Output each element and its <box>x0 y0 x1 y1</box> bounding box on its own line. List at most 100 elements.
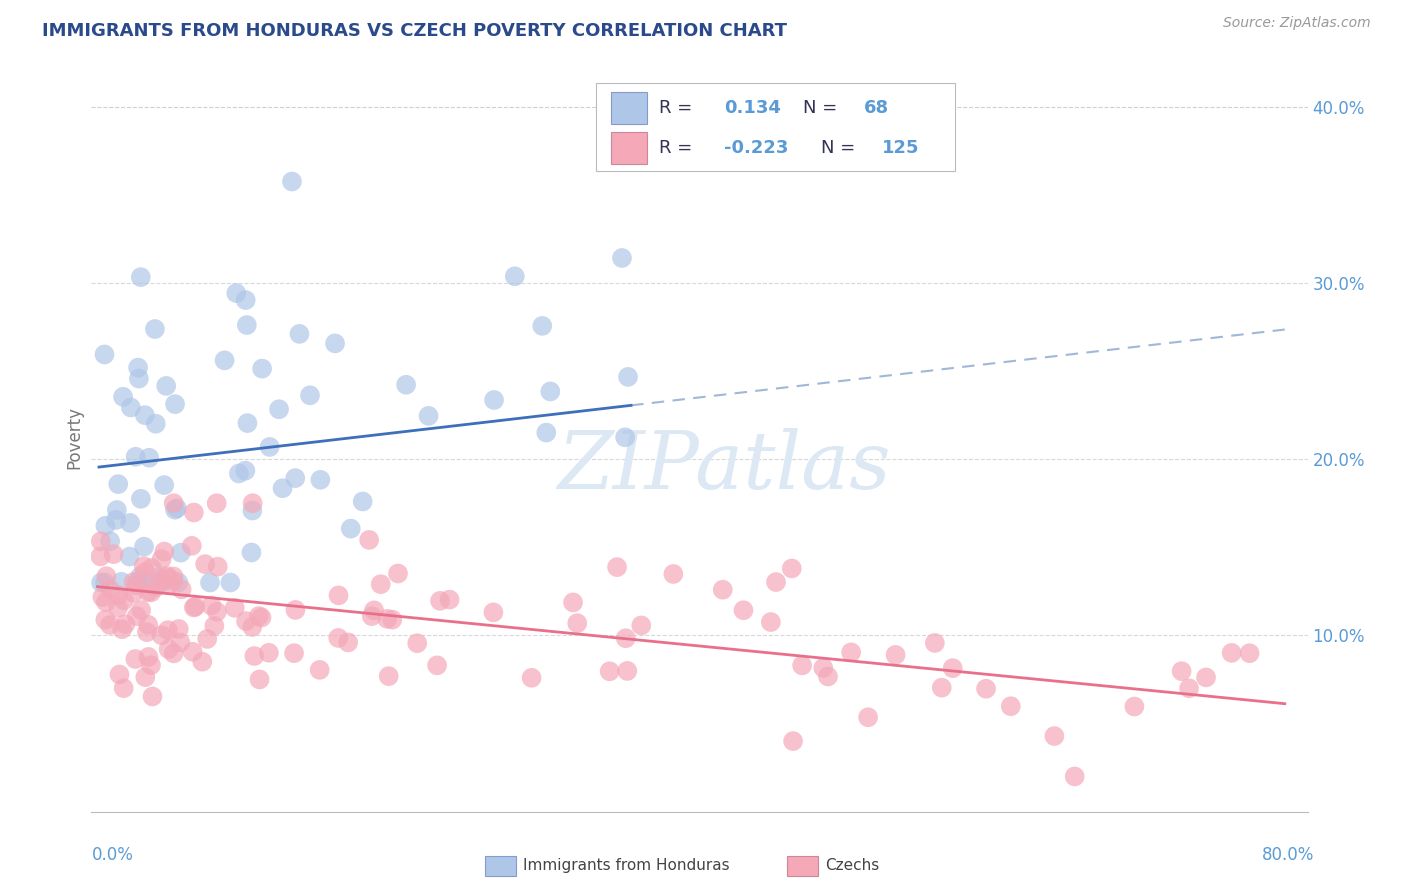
Point <box>120 516 142 530</box>
Point <box>503 269 526 284</box>
Point <box>339 522 361 536</box>
Text: 68: 68 <box>863 99 889 117</box>
Point <box>181 645 204 659</box>
Point <box>124 450 146 464</box>
Point <box>243 648 266 663</box>
Point <box>94 518 117 533</box>
Point <box>250 610 273 624</box>
Point <box>207 559 229 574</box>
Point <box>163 496 186 510</box>
Text: Immigrants from Honduras: Immigrants from Honduras <box>523 858 730 872</box>
Point <box>257 646 280 660</box>
Point <box>931 681 953 695</box>
Point <box>125 575 148 590</box>
Point <box>782 734 804 748</box>
Point <box>202 619 225 633</box>
Point <box>98 534 121 549</box>
Point <box>429 594 451 608</box>
Point <box>105 513 128 527</box>
Point <box>370 577 392 591</box>
Point <box>108 667 131 681</box>
Point <box>974 681 997 696</box>
Point <box>363 603 385 617</box>
Point <box>610 251 633 265</box>
Point <box>284 603 307 617</box>
Point <box>225 286 247 301</box>
Point <box>1123 699 1146 714</box>
Point <box>360 609 382 624</box>
Point <box>205 605 228 619</box>
Point <box>166 501 188 516</box>
Point <box>111 622 134 636</box>
Point <box>150 628 173 642</box>
Point <box>328 631 350 645</box>
Point <box>162 569 184 583</box>
Point <box>520 671 543 685</box>
Point <box>271 481 294 495</box>
Text: R =: R = <box>659 99 699 117</box>
Point <box>439 592 461 607</box>
Point <box>617 370 640 384</box>
Point <box>630 618 652 632</box>
Point <box>98 582 121 596</box>
Point <box>150 552 173 566</box>
Point <box>122 574 145 589</box>
Point <box>141 561 163 575</box>
Point <box>90 534 112 549</box>
Point <box>249 673 271 687</box>
Point <box>395 377 418 392</box>
Point <box>184 599 207 614</box>
Point <box>153 544 176 558</box>
Text: N =: N = <box>803 99 842 117</box>
Point <box>139 585 162 599</box>
Point <box>418 409 440 423</box>
Point <box>118 549 141 564</box>
Point <box>167 575 190 590</box>
Point <box>242 496 264 510</box>
Point <box>138 450 160 465</box>
Point <box>219 575 242 590</box>
Point <box>198 575 221 590</box>
Point <box>1195 670 1218 684</box>
Text: -0.223: -0.223 <box>724 139 789 157</box>
Point <box>94 613 117 627</box>
Point <box>162 574 184 588</box>
Point <box>839 645 862 659</box>
Point <box>236 416 259 430</box>
Point <box>159 577 181 591</box>
Point <box>132 540 155 554</box>
Point <box>200 599 222 613</box>
Point <box>107 588 129 602</box>
Point <box>1000 699 1022 714</box>
Text: 0.134: 0.134 <box>724 99 780 117</box>
Point <box>183 600 205 615</box>
Point <box>91 590 114 604</box>
Point <box>267 402 290 417</box>
Point <box>765 575 787 590</box>
Point <box>132 575 155 590</box>
Point <box>281 174 304 188</box>
Point <box>562 595 585 609</box>
Point <box>169 635 191 649</box>
Point <box>150 573 173 587</box>
Point <box>242 503 264 517</box>
Point <box>856 710 879 724</box>
Text: R =: R = <box>659 139 699 157</box>
Point <box>567 616 589 631</box>
Text: Czechs: Czechs <box>825 858 880 872</box>
Point <box>924 636 946 650</box>
Point <box>283 646 305 660</box>
Point <box>156 569 179 583</box>
Point <box>145 580 167 594</box>
Point <box>288 326 311 341</box>
Point <box>141 690 163 704</box>
Point <box>780 561 803 575</box>
Text: 80.0%: 80.0% <box>1263 846 1315 863</box>
Point <box>205 496 228 510</box>
Point <box>236 318 259 332</box>
Point <box>377 669 399 683</box>
Point <box>112 681 135 695</box>
Point <box>163 397 186 411</box>
Point <box>235 464 257 478</box>
Bar <box>596 83 955 171</box>
